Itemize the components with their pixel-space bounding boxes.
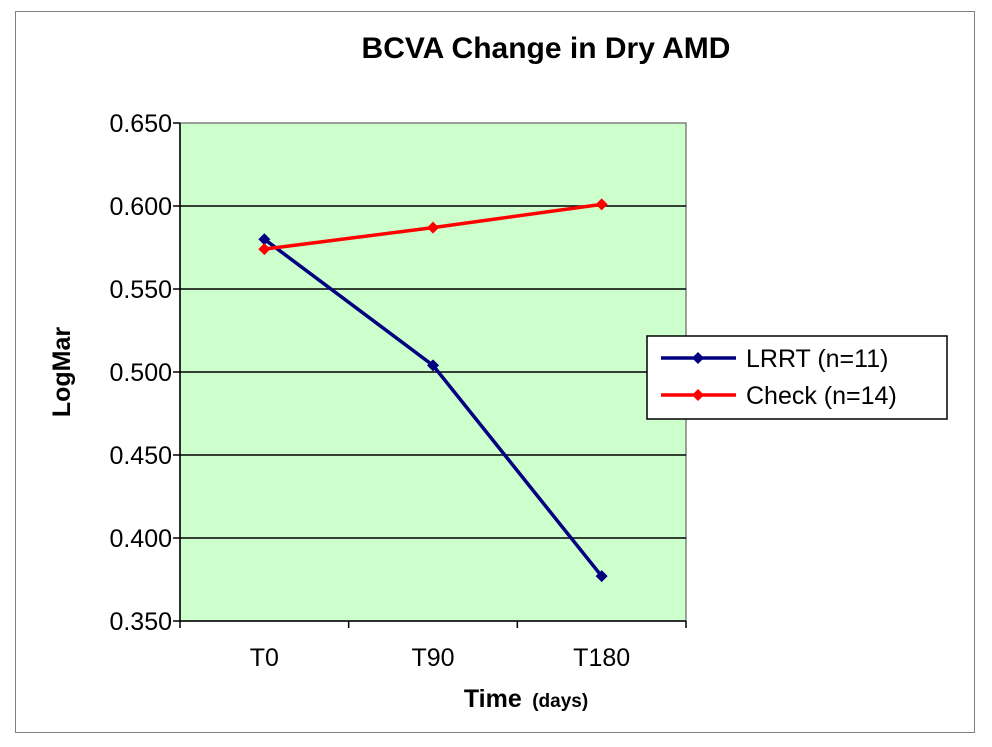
data-point-marker — [595, 198, 608, 211]
legend: LRRT (n=11) Check (n=14) — [646, 335, 948, 420]
series-layer — [258, 198, 608, 583]
legend-swatch-marker — [692, 389, 704, 401]
legend-label: Check (n=14) — [746, 382, 897, 410]
y-axis-title: LogMar — [48, 327, 76, 418]
data-point-marker — [258, 243, 271, 256]
x-tick-label: T90 — [411, 644, 454, 672]
chart-title: BCVA Change in Dry AMD — [362, 32, 731, 65]
x-axis: T0 T90 T180 — [179, 620, 687, 672]
x-axis-title-group: Time (days) — [464, 685, 588, 713]
x-axis-unit: (days) — [532, 691, 588, 712]
x-axis-title: Time — [464, 685, 522, 713]
data-point-marker — [427, 359, 439, 372]
y-tick-label: 0.350 — [109, 608, 172, 636]
series-check — [258, 198, 608, 256]
legend-box — [646, 335, 948, 420]
y-tick-label: 0.550 — [109, 276, 172, 304]
y-tick-label: 0.450 — [109, 442, 172, 470]
x-tick-label: T0 — [250, 644, 279, 672]
legend-label: LRRT (n=11) — [746, 345, 888, 373]
y-tick-label: 0.400 — [109, 525, 172, 553]
x-tick-label: T180 — [573, 644, 630, 672]
y-tick-label: 0.650 — [109, 110, 172, 138]
legend-swatch-marker — [692, 352, 704, 364]
data-point-marker — [595, 570, 608, 583]
y-axis: 0.650 0.600 0.550 0.500 0.450 0.400 0.350 — [109, 110, 181, 636]
y-tick-label: 0.600 — [109, 193, 172, 221]
series-lrrt — [258, 233, 608, 583]
gridlines — [180, 205, 686, 539]
y-tick-label: 0.500 — [109, 359, 172, 387]
data-point-marker — [427, 221, 439, 234]
data-point-marker — [258, 233, 271, 246]
